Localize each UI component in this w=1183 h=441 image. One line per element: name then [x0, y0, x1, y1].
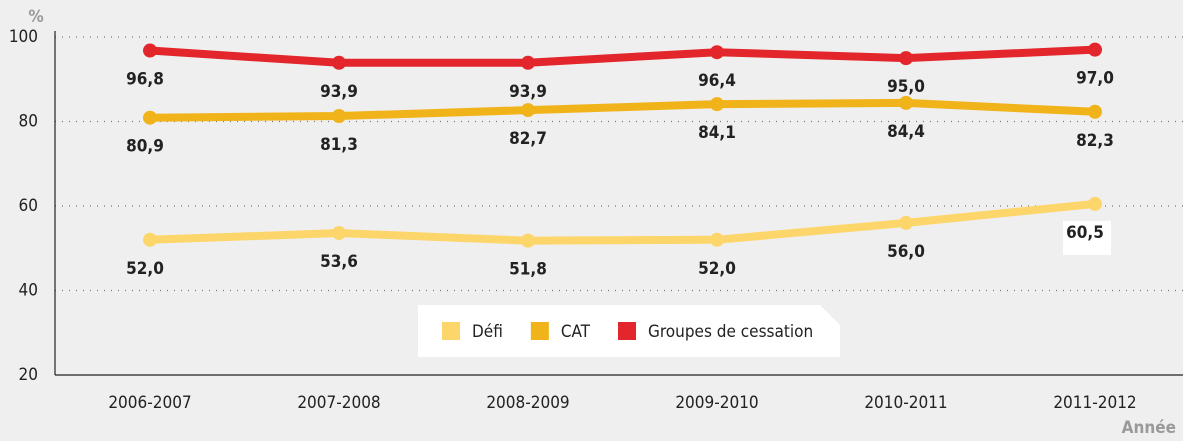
point: [521, 55, 535, 70]
legend-swatch: [442, 322, 460, 340]
line: [149, 98, 1096, 122]
value-label: 80,9: [126, 137, 164, 157]
value-label: 56,0: [887, 242, 925, 262]
x-tick-label: 2009-2010: [675, 393, 758, 413]
value-label: 93,9: [509, 82, 547, 102]
value-label: 95,0: [887, 77, 925, 97]
x-tick-label: 2008-2009: [486, 393, 569, 413]
point: [710, 232, 724, 247]
point: [521, 233, 535, 248]
value-label: 82,7: [509, 129, 547, 149]
point: [332, 55, 346, 70]
value-label: 96,4: [698, 71, 736, 91]
label-box: [1063, 220, 1111, 255]
legend-label: CAT: [561, 322, 591, 342]
y-tick-label: 100: [9, 27, 38, 47]
value-label: 51,8: [509, 260, 547, 280]
line: [149, 199, 1096, 245]
x-tick-label: 2007-2008: [297, 393, 380, 413]
point: [143, 110, 157, 125]
value-label: 96,8: [126, 70, 164, 90]
value-label: 52,0: [698, 259, 736, 279]
value-label: 81,3: [320, 135, 358, 155]
point: [521, 103, 535, 118]
point: [899, 95, 913, 110]
x-tick-label: 2011-2012: [1053, 393, 1136, 413]
legend-label: Groupes de cessation: [648, 322, 813, 342]
x-tick-label: 2006-2007: [108, 393, 191, 413]
point: [1088, 196, 1102, 211]
y-tick-label: 60: [19, 196, 38, 216]
y-tick-label: 40: [19, 281, 38, 301]
x-tick-label: 2010-2011: [864, 393, 947, 413]
value-label: 84,4: [887, 122, 925, 142]
value-label: 82,3: [1076, 131, 1114, 151]
value-label: 60,5: [1066, 223, 1104, 243]
legend-label: Défi: [472, 322, 503, 342]
value-label: 97,0: [1076, 69, 1114, 89]
legend-swatch: [530, 322, 549, 340]
value-label: 52,0: [126, 259, 164, 279]
y-tick-label: 80: [19, 112, 38, 132]
point: [332, 226, 346, 241]
point: [710, 97, 724, 112]
line: [149, 45, 1096, 67]
y-tick-label: 20: [19, 365, 38, 385]
point: [899, 215, 913, 230]
point: [143, 232, 157, 247]
point: [1088, 104, 1102, 119]
value-label: 53,6: [320, 252, 358, 272]
value-label: 93,9: [320, 82, 358, 102]
point: [332, 109, 346, 124]
point: [1088, 42, 1102, 57]
y-axis-label: %: [28, 7, 43, 27]
point: [899, 51, 913, 66]
point: [710, 45, 724, 60]
point: [143, 43, 157, 58]
value-label: 84,1: [698, 123, 736, 143]
legend-swatch: [618, 322, 637, 340]
x-axis-label: Année: [1122, 418, 1176, 438]
